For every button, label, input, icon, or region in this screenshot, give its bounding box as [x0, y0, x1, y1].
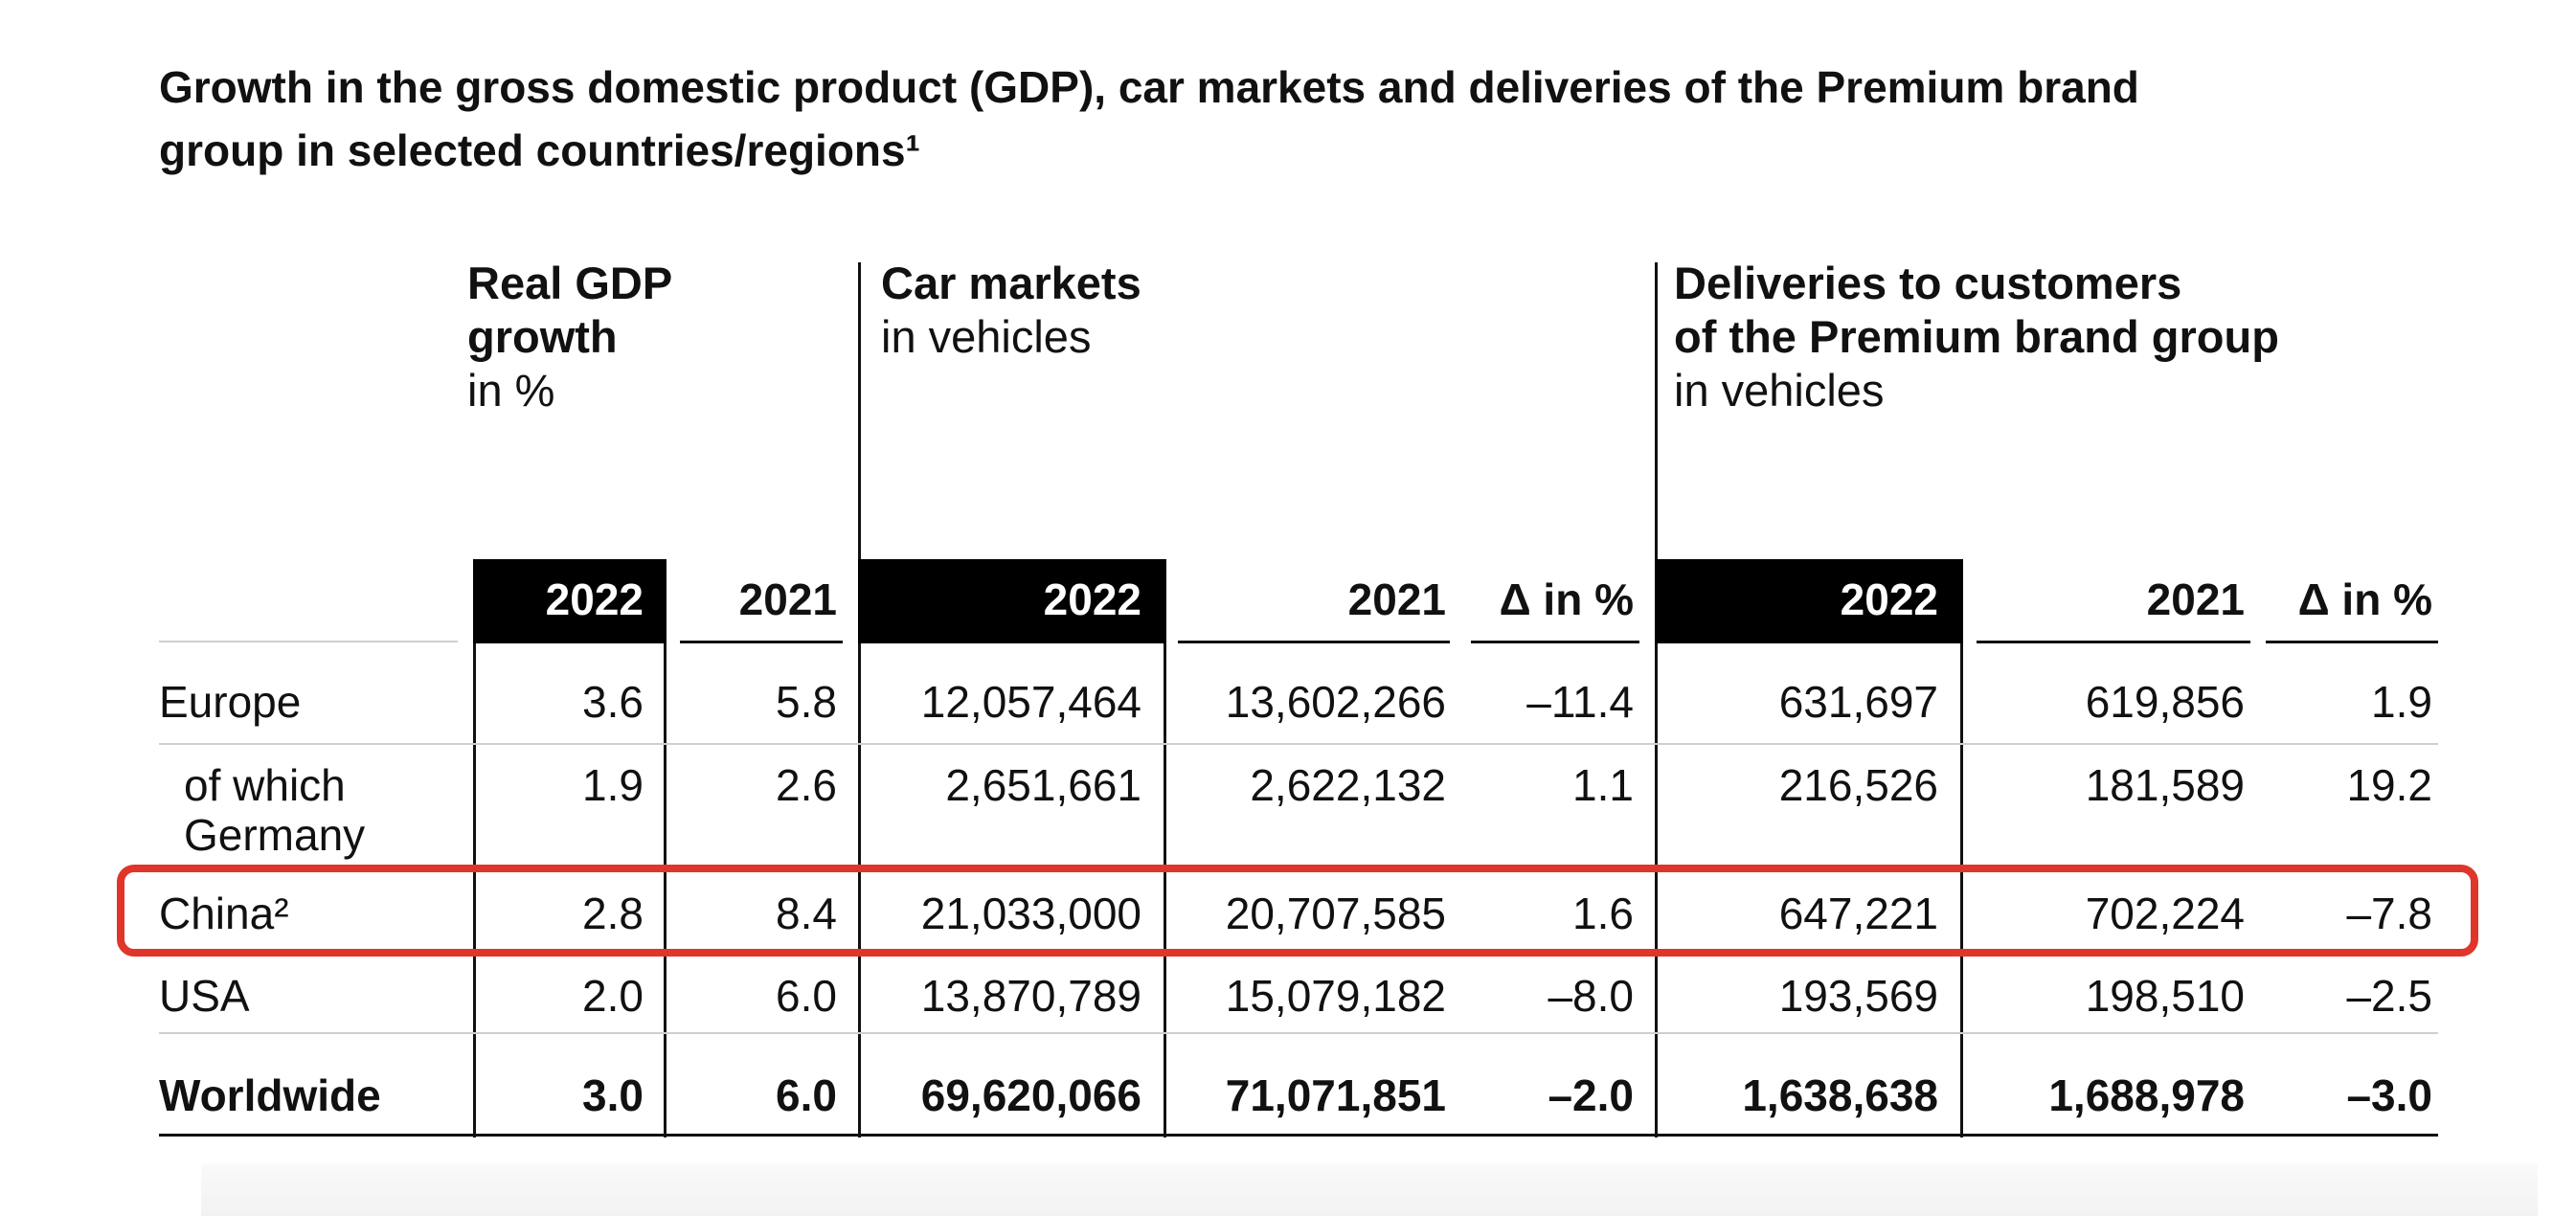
header-rule-del-2021 [1977, 641, 2250, 643]
table-title: Growth in the gross domestic product (GD… [159, 62, 2139, 175]
gdp-2022-header-box [473, 559, 667, 643]
europe-del-2021: 619,856 [2085, 677, 2245, 727]
germany-car-delta: 1.1 [1572, 760, 1634, 810]
deliveries-header-unit: in vehicles [1674, 365, 1885, 416]
deliveries-group-header: Deliveries to customers of the Premium b… [1674, 257, 2478, 417]
deliveries-header-line1: Deliveries to customers [1674, 258, 2182, 308]
germany-car-2021: 2,622,132 [1250, 760, 1446, 810]
row-label-worldwide: Worldwide [159, 1070, 381, 1120]
worldwide-car-2022: 69,620,066 [920, 1070, 1141, 1120]
usa-car-2022: 13,870,789 [920, 971, 1141, 1021]
europe-car-2022: 12,057,464 [920, 677, 1141, 727]
col-header-car-2022: 2022 [1043, 574, 1141, 624]
germany-gdp-2022: 1.9 [582, 760, 644, 810]
china-car-2022: 21,033,000 [920, 889, 1141, 938]
car-2022-border-right [1164, 643, 1166, 1137]
germany-del-delta: 19.2 [2346, 760, 2432, 810]
worldwide-car-2021: 71,071,851 [1225, 1070, 1446, 1120]
col-header-del-2022: 2022 [1840, 574, 1938, 624]
china-gdp-2021: 8.4 [776, 889, 837, 938]
table-bottom-rule [159, 1134, 2438, 1137]
europe-car-2021: 13,602,266 [1225, 677, 1446, 727]
bottom-shadow [201, 1163, 2538, 1216]
usa-gdp-2021: 6.0 [776, 971, 837, 1021]
usa-car-delta: –8.0 [1548, 971, 1634, 1021]
europe-del-2022: 631,697 [1778, 677, 1938, 727]
worldwide-del-2022: 1,638,638 [1742, 1070, 1938, 1120]
col-header-car-2021: 2021 [1347, 574, 1446, 624]
col-header-car-delta: Δ in % [1499, 574, 1634, 624]
header-rule-del-delta [2266, 641, 2438, 643]
germany-car-2022: 2,651,661 [945, 760, 1141, 810]
usa-car-2021: 15,079,182 [1225, 971, 1446, 1021]
del-2022-border-left [1655, 643, 1658, 1137]
china-del-delta: –7.8 [2346, 889, 2432, 938]
del-2022-header-box [1655, 559, 1963, 643]
germany-del-2022: 216,526 [1778, 760, 1938, 810]
usa-del-2022: 193,569 [1778, 971, 1938, 1021]
gdp-header-line2: growth [467, 311, 618, 362]
gdp-group-header: Real GDP growth in % [467, 257, 831, 417]
china-row-highlight [117, 865, 2478, 957]
header-rule-label [159, 641, 458, 642]
germany-gdp-2021: 2.6 [776, 760, 837, 810]
gdp-2022-border-left [473, 643, 476, 1137]
col-header-del-2021: 2021 [2146, 574, 2245, 624]
europe-gdp-2022: 3.6 [582, 677, 644, 727]
worldwide-del-2021: 1,688,978 [2048, 1070, 2245, 1120]
car-markets-header-title: Car markets [881, 258, 1141, 308]
usa-del-2021: 198,510 [2085, 971, 2245, 1021]
gdp-2022-border-right [664, 643, 667, 1137]
row-label-china: China² [159, 889, 289, 938]
col-header-gdp-2021: 2021 [738, 574, 837, 624]
car-markets-divider [858, 262, 861, 561]
car-markets-group-header: Car markets in vehicles [881, 257, 1551, 364]
europe-del-delta: 1.9 [2371, 677, 2432, 727]
worldwide-car-delta: –2.0 [1548, 1070, 1634, 1120]
row-label-europe: Europe [159, 677, 302, 727]
row-rule-4 [159, 1032, 2438, 1034]
germany-del-2021: 181,589 [2085, 760, 2245, 810]
header-rule-car-delta [1471, 641, 1639, 643]
worldwide-del-delta: –3.0 [2346, 1070, 2432, 1120]
car-markets-header-unit: in vehicles [881, 311, 1092, 362]
col-header-gdp-2022: 2022 [545, 574, 644, 624]
header-rule-gdp-2021 [680, 641, 843, 643]
europe-gdp-2021: 5.8 [776, 677, 837, 727]
china-del-2021: 702,224 [2085, 889, 2245, 938]
deliveries-divider [1655, 262, 1658, 561]
usa-gdp-2022: 2.0 [582, 971, 644, 1021]
china-car-delta: 1.6 [1572, 889, 1634, 938]
worldwide-gdp-2022: 3.0 [582, 1070, 644, 1120]
car-2022-header-box [858, 559, 1166, 643]
china-del-2022: 647,221 [1778, 889, 1938, 938]
gdp-header-line1: Real GDP [467, 258, 673, 308]
col-header-del-delta: Δ in % [2297, 574, 2432, 624]
china-gdp-2022: 2.8 [582, 889, 644, 938]
row-label-germany-line1: of which [184, 760, 346, 810]
row-rule-1 [159, 743, 2438, 745]
deliveries-header-line2: of the Premium brand group [1674, 311, 2279, 362]
usa-del-delta: –2.5 [2346, 971, 2432, 1021]
worldwide-gdp-2021: 6.0 [776, 1070, 837, 1120]
del-2022-border-right [1960, 643, 1963, 1137]
header-rule-car-2021 [1178, 641, 1450, 643]
row-label-usa: USA [159, 971, 250, 1021]
row-label-germany-line2: Germany [184, 810, 366, 860]
europe-car-delta: –11.4 [1526, 677, 1634, 727]
china-car-2021: 20,707,585 [1225, 889, 1446, 938]
car-2022-border-left [858, 643, 861, 1137]
gdp-header-unit: in % [467, 365, 555, 416]
